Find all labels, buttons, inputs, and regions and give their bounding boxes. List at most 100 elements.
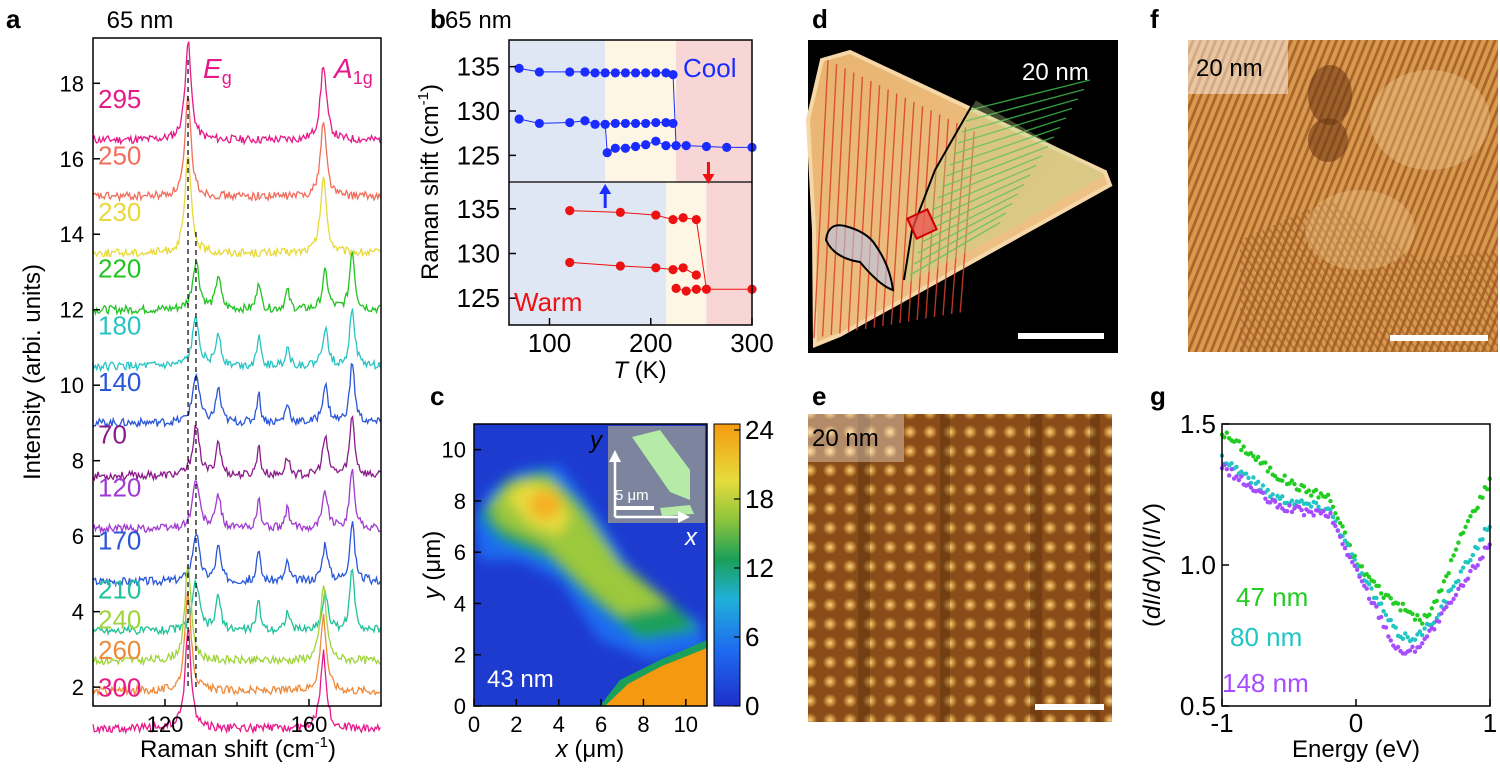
cbar-tick-18: 18 — [745, 484, 774, 514]
panel-f: 20 nm — [1188, 40, 1498, 352]
spectrum-170 — [92, 521, 381, 588]
panel-letter-g: g — [1150, 381, 1166, 411]
g-point-1 — [1475, 546, 1480, 551]
b-xtick-100: 100 — [528, 328, 571, 358]
b-point-warm — [615, 261, 625, 271]
spectrum-260 — [92, 591, 381, 697]
g-point-0 — [1280, 478, 1285, 483]
g-point-1 — [1468, 558, 1473, 563]
series-label-295: 295 — [98, 84, 141, 114]
domain-boundary — [903, 99, 976, 281]
g-point-1 — [1316, 504, 1321, 509]
b-point-cool — [641, 140, 651, 150]
legend-47nm: 47 nm — [1236, 582, 1308, 612]
panel-e-label-box — [808, 414, 904, 462]
domain-stripe-green — [909, 221, 1001, 276]
g-point-0 — [1301, 484, 1307, 489]
legend-cool: Cool — [683, 53, 736, 83]
g-point-0 — [1342, 530, 1348, 535]
g-point-0 — [1287, 481, 1292, 486]
g-point-0 — [1473, 508, 1478, 513]
b-point-cool — [641, 68, 651, 78]
b-point-warm — [565, 206, 575, 216]
g-point-2 — [1268, 500, 1273, 505]
domain-stripe-green — [941, 145, 1049, 188]
domain-stripe-red — [847, 76, 864, 333]
a-ytick-8: 8 — [72, 449, 84, 474]
inset-x-label: x — [684, 524, 698, 551]
domain-stripe-green — [961, 98, 1079, 133]
b-ytick-cool-135: 135 — [457, 52, 500, 82]
g-point-2 — [1386, 634, 1391, 639]
series-label-120: 120 — [98, 473, 141, 503]
g-point-0 — [1468, 514, 1473, 519]
g-point-0 — [1263, 460, 1268, 465]
panel-e-scale-label: 20 nm — [812, 425, 879, 452]
g-point-1 — [1251, 475, 1256, 480]
c-ytick-8: 8 — [454, 489, 466, 514]
g-point-0 — [1388, 596, 1394, 601]
b-point-cool — [610, 68, 620, 78]
c-ytick-6: 6 — [454, 540, 466, 565]
panel-a-xlabel: Raman shift (cm-1) — [140, 734, 336, 763]
b-point-warm — [691, 270, 701, 280]
a-xtick-160: 160 — [291, 712, 328, 737]
a-ytick-14: 14 — [60, 222, 84, 247]
g-point-1 — [1420, 632, 1425, 638]
domain-region — [824, 224, 895, 292]
domain-stripe-red — [856, 80, 872, 331]
g-point-2 — [1311, 513, 1316, 518]
c-ytick-2: 2 — [454, 643, 466, 668]
g-point-0 — [1444, 574, 1449, 579]
g-point-2 — [1357, 574, 1362, 579]
domain-stripe-green — [937, 155, 1043, 199]
g-point-0 — [1475, 505, 1480, 510]
b-point-cool — [590, 119, 600, 129]
g-point-1 — [1383, 612, 1389, 618]
g-point-0 — [1395, 601, 1401, 606]
g-point-0 — [1398, 608, 1403, 613]
g-point-2 — [1468, 568, 1473, 574]
c-xtick-8: 8 — [637, 712, 649, 737]
g-point-0 — [1333, 511, 1338, 516]
b-point-cool — [580, 67, 590, 77]
c-ytick-4: 4 — [454, 591, 466, 616]
b-point-cool — [565, 117, 575, 128]
g-point-2 — [1350, 560, 1355, 565]
g-point-1 — [1299, 498, 1304, 503]
g-point-1 — [1345, 542, 1350, 548]
g-point-0 — [1253, 457, 1259, 463]
g-point-0 — [1366, 574, 1372, 580]
g-point-2 — [1222, 462, 1227, 468]
arrow-cool-head — [599, 184, 612, 194]
series-label-140: 140 — [98, 367, 141, 397]
g-point-2 — [1374, 604, 1379, 609]
g-point-0 — [1415, 613, 1420, 618]
g-point-2 — [1224, 467, 1230, 472]
series-label-170: 170 — [98, 525, 141, 555]
phase-region-warm-4 — [665, 182, 707, 325]
b-point-warm — [668, 214, 678, 225]
g-point-0 — [1256, 454, 1261, 460]
b-point-warm — [615, 207, 625, 217]
panel-b-xlabel: T (K) — [613, 357, 666, 384]
b-point-warm — [681, 286, 691, 296]
domain-stripe-red — [813, 59, 829, 339]
panel-letter-b: b — [430, 4, 446, 34]
g-point-2 — [1366, 596, 1372, 601]
g-point-2 — [1391, 643, 1396, 648]
g-point-0 — [1330, 504, 1336, 509]
g-point-0 — [1412, 617, 1418, 622]
g-point-2 — [1352, 563, 1357, 569]
b-point-cool — [610, 143, 620, 153]
g-point-1 — [1366, 582, 1372, 587]
phase-region-cool-0 — [509, 40, 606, 182]
a-ytick-4: 4 — [72, 600, 84, 625]
g-point-1 — [1403, 631, 1408, 636]
g-point-1 — [1229, 461, 1234, 466]
b-ytick-cool-125: 125 — [457, 140, 500, 170]
domain-stripe-green — [925, 183, 1025, 232]
panel-letter-a: a — [6, 4, 21, 34]
c-xtick-10: 10 — [674, 712, 698, 737]
phase-region-warm-3 — [509, 182, 666, 325]
